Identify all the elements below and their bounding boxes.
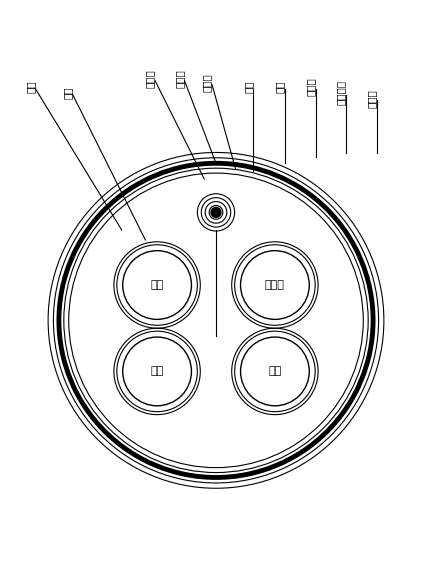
Circle shape [123, 251, 191, 319]
Circle shape [212, 208, 220, 216]
Text: 隔离层: 隔离层 [202, 73, 212, 92]
Text: 中性线: 中性线 [265, 280, 285, 290]
Circle shape [241, 337, 309, 406]
Text: 绝缘: 绝缘 [63, 86, 73, 99]
Text: 相线: 相线 [150, 280, 164, 290]
Text: 金属屏蔽: 金属屏蔽 [336, 80, 346, 105]
Text: 相线: 相线 [150, 367, 164, 376]
Text: 内护套: 内护套 [306, 77, 316, 96]
Text: 光单元: 光单元 [145, 69, 155, 88]
Text: 护套: 护套 [243, 81, 253, 93]
Circle shape [123, 337, 191, 406]
Text: 阻水带: 阻水带 [175, 69, 184, 88]
Text: 相线: 相线 [268, 367, 282, 376]
Text: 铠装: 铠装 [275, 81, 285, 93]
Text: 导体: 导体 [25, 81, 35, 93]
Circle shape [241, 251, 309, 319]
Text: 外护套: 外护套 [367, 89, 377, 108]
